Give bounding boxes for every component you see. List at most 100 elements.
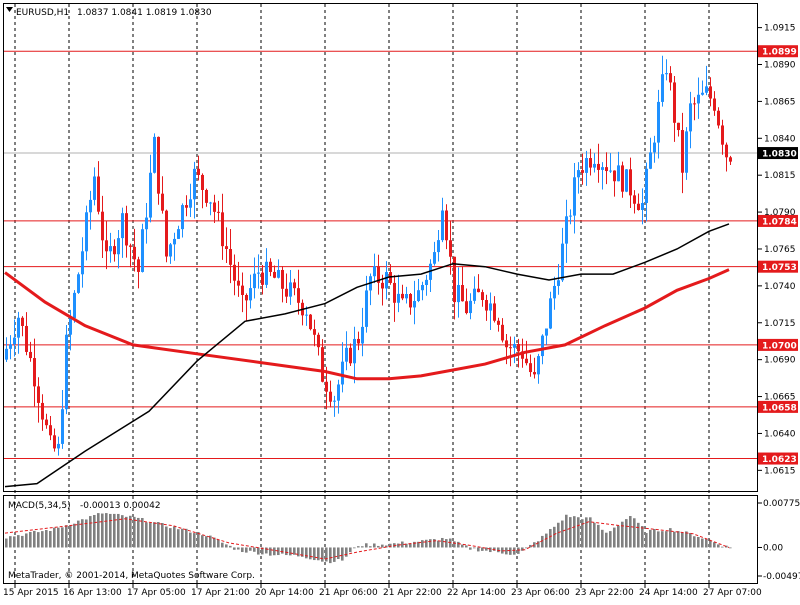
candle-body xyxy=(261,272,264,285)
candle-body xyxy=(553,285,556,299)
macd-bar xyxy=(529,544,532,548)
macd-bar xyxy=(597,524,600,548)
macd-bar xyxy=(465,545,468,548)
candle-body xyxy=(621,165,624,192)
candle-body xyxy=(637,203,640,210)
macd-bar xyxy=(301,547,304,557)
candle-body xyxy=(21,317,24,326)
candle-body xyxy=(453,256,456,303)
candle-body xyxy=(469,300,472,314)
macd-bar xyxy=(257,547,260,555)
time-tick-label: 15 Apr 2015 xyxy=(3,588,59,598)
candle-body xyxy=(685,131,688,173)
macd-bar xyxy=(661,531,664,548)
current-price-label: 1.0830 xyxy=(762,150,797,160)
macd-bar xyxy=(205,536,208,548)
candle-body xyxy=(353,338,356,364)
macd-bar xyxy=(165,526,168,548)
macd-bar xyxy=(485,547,488,551)
macd-bar xyxy=(113,513,116,548)
macd-bar xyxy=(689,533,692,548)
macd-bar xyxy=(705,538,708,548)
macd-bar xyxy=(337,547,340,560)
macd-bar xyxy=(21,535,24,548)
macd-bar xyxy=(709,540,712,548)
candle-body xyxy=(133,246,136,260)
candle-body xyxy=(85,212,88,252)
level-tag xyxy=(758,45,798,58)
candlesticks xyxy=(5,55,732,456)
macd-bar xyxy=(49,530,52,548)
macd-bar xyxy=(701,538,704,548)
macd-bar xyxy=(585,517,588,548)
candle-body xyxy=(669,73,672,83)
candle-body xyxy=(273,271,276,278)
candle-body xyxy=(457,285,460,303)
macd-plot-frame xyxy=(3,495,758,584)
macd-bar xyxy=(193,533,196,548)
macd-bar xyxy=(13,536,16,548)
candle-body xyxy=(673,82,676,123)
macd-bar xyxy=(721,546,724,548)
chart-symbol-timeframe: EURUSD,H1 xyxy=(16,8,69,18)
candle-body xyxy=(609,170,612,172)
candle-body xyxy=(45,419,48,426)
candle-body xyxy=(397,293,400,303)
candle-body xyxy=(329,391,332,402)
macd-bar xyxy=(629,516,632,548)
macd-tick-label: 0.00 xyxy=(763,543,783,553)
macd-bar xyxy=(717,544,720,548)
main-plot-frame xyxy=(3,3,758,492)
level-tag xyxy=(758,260,798,273)
price-tick-label: 1.0815 xyxy=(764,171,796,181)
candle-body xyxy=(225,246,228,250)
candle-body xyxy=(149,172,152,218)
macd-bar xyxy=(229,545,232,548)
candle-body xyxy=(141,229,144,272)
candle-body xyxy=(221,212,224,247)
candle-body xyxy=(393,282,396,303)
candle-body xyxy=(201,174,204,190)
candle-body xyxy=(653,142,656,153)
candle-body xyxy=(409,294,412,308)
dropdown-arrow-icon[interactable] xyxy=(6,7,13,12)
candle-body xyxy=(241,285,244,295)
macd-bar xyxy=(565,514,568,548)
macd-bar xyxy=(477,547,480,552)
candle-body xyxy=(321,347,324,382)
candle-body xyxy=(705,86,708,93)
candle-body xyxy=(101,211,104,241)
macd-bar xyxy=(653,529,656,548)
macd-bar xyxy=(365,543,368,548)
time-tick-label: 16 Apr 13:00 xyxy=(63,588,122,598)
macd-bar xyxy=(33,530,36,548)
macd-bar xyxy=(141,517,144,548)
candle-body xyxy=(473,288,476,301)
candle-body xyxy=(381,282,384,289)
time-tick-label: 20 Apr 14:00 xyxy=(255,588,314,598)
macd-bar xyxy=(381,544,384,548)
candle-body xyxy=(281,269,284,289)
candle-body xyxy=(585,158,588,173)
macd-tick-label: 0.00775 xyxy=(763,499,800,509)
macd-bar xyxy=(657,531,660,548)
level-tag xyxy=(758,338,798,351)
candle-body xyxy=(405,294,408,299)
macd-bar xyxy=(601,529,604,548)
macd-bar xyxy=(389,543,392,548)
macd-bar xyxy=(577,517,580,548)
macd-bar xyxy=(589,517,592,548)
candle-body xyxy=(597,163,600,170)
macd-bar xyxy=(69,525,72,548)
macd-bar xyxy=(665,531,668,548)
macd-bar xyxy=(201,535,204,548)
price-tick-label: 1.0715 xyxy=(764,319,796,329)
current-price-tag xyxy=(758,147,798,160)
candle-body xyxy=(49,425,52,436)
macd-bar xyxy=(233,547,236,550)
macd-bar xyxy=(569,517,572,548)
candle-body xyxy=(617,165,620,182)
macd-bar xyxy=(425,539,428,548)
